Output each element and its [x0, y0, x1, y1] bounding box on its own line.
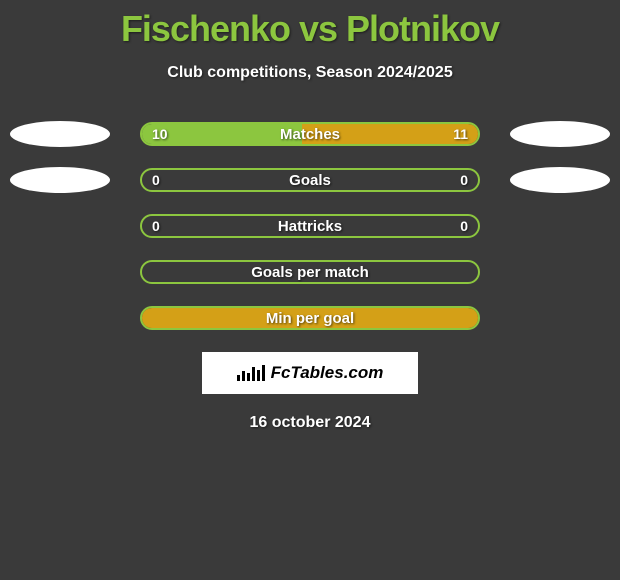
stat-row: 00Hattricks: [0, 214, 620, 238]
stat-bar: 00Hattricks: [140, 214, 480, 238]
stat-label: Goals: [142, 172, 478, 189]
left-ellipse: [10, 167, 110, 193]
stat-bar: Min per goal: [140, 306, 480, 330]
stat-bar: 1011Matches: [140, 122, 480, 146]
stat-bar: Goals per match: [140, 260, 480, 284]
stat-bar: 00Goals: [140, 168, 480, 192]
page-title: Fischenko vs Plotnikov: [0, 0, 620, 50]
logo-text: FcTables.com: [271, 363, 384, 383]
right-ellipse: [510, 167, 610, 193]
stat-row: 1011Matches: [0, 122, 620, 146]
chart-icon: [237, 365, 265, 381]
stat-label: Hattricks: [142, 218, 478, 235]
stat-row: Min per goal: [0, 306, 620, 330]
left-ellipse: [10, 121, 110, 147]
logo-box: FcTables.com: [202, 352, 418, 394]
date-text: 16 october 2024: [0, 414, 620, 432]
stat-label: Matches: [142, 126, 478, 143]
stat-row: 00Goals: [0, 168, 620, 192]
stat-label: Min per goal: [142, 310, 478, 327]
page-subtitle: Club competitions, Season 2024/2025: [0, 64, 620, 82]
stat-label: Goals per match: [142, 264, 478, 281]
stats-chart: 1011Matches 00Goals 00Hattricks Goals per m…: [0, 122, 620, 330]
stat-row: Goals per match: [0, 260, 620, 284]
right-ellipse: [510, 121, 610, 147]
